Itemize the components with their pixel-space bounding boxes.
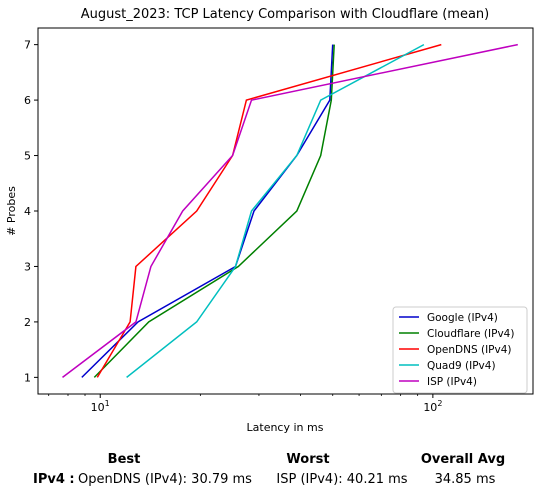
series-line-3 <box>96 43 442 378</box>
legend: Google (IPv4) Cloudflare (IPv4) OpenDNS (I… <box>392 306 528 394</box>
best-header: Best <box>107 452 141 467</box>
y-tick-label: 6 <box>24 94 31 107</box>
series-line-4 <box>126 43 425 378</box>
overall-avg-header: Overall Avg <box>420 452 506 467</box>
legend-label: Quad9 (IPv4) <box>427 360 496 372</box>
legend-label: Cloudflare (IPv4) <box>427 328 514 340</box>
series-layer <box>62 43 518 378</box>
y-tick-label: 3 <box>24 260 31 273</box>
axis-layer: 1 2 3 4 5 6 7 101 102 <box>24 39 442 414</box>
best-value: OpenDNS (IPv4): 30.79 ms <box>78 472 252 487</box>
x-axis-label: Latency in ms <box>247 421 324 434</box>
y-tick-label: 1 <box>24 371 31 384</box>
worst-header: Worst <box>286 452 330 467</box>
y-tick-label: 7 <box>24 39 31 52</box>
overall-avg-value: 34.85 ms <box>434 472 496 487</box>
series-line-5 <box>62 43 518 378</box>
y-tick-label: 5 <box>24 150 31 163</box>
legend-box <box>392 306 528 394</box>
chart-title: August_2023: TCP Latency Comparison with… <box>81 7 490 22</box>
legend-label: ISP (IPv4) <box>427 376 477 388</box>
legend-label: Google (IPv4) <box>427 312 498 324</box>
x-tick-label: 101 <box>91 399 110 414</box>
ipv4-row-label: IPv4 : <box>33 472 75 487</box>
y-tick-label: 4 <box>24 205 31 218</box>
x-tick-label: 102 <box>423 399 442 414</box>
series-line-1 <box>81 44 334 378</box>
chart: August_2023: TCP Latency Comparison with… <box>5 7 534 434</box>
series-line-2 <box>93 44 335 378</box>
y-tick-label: 2 <box>24 316 31 329</box>
worst-value: ISP (IPv4): 40.21 ms <box>276 472 408 487</box>
y-axis-label: # Probes <box>5 186 18 236</box>
legend-label: OpenDNS (IPv4) <box>427 344 512 356</box>
